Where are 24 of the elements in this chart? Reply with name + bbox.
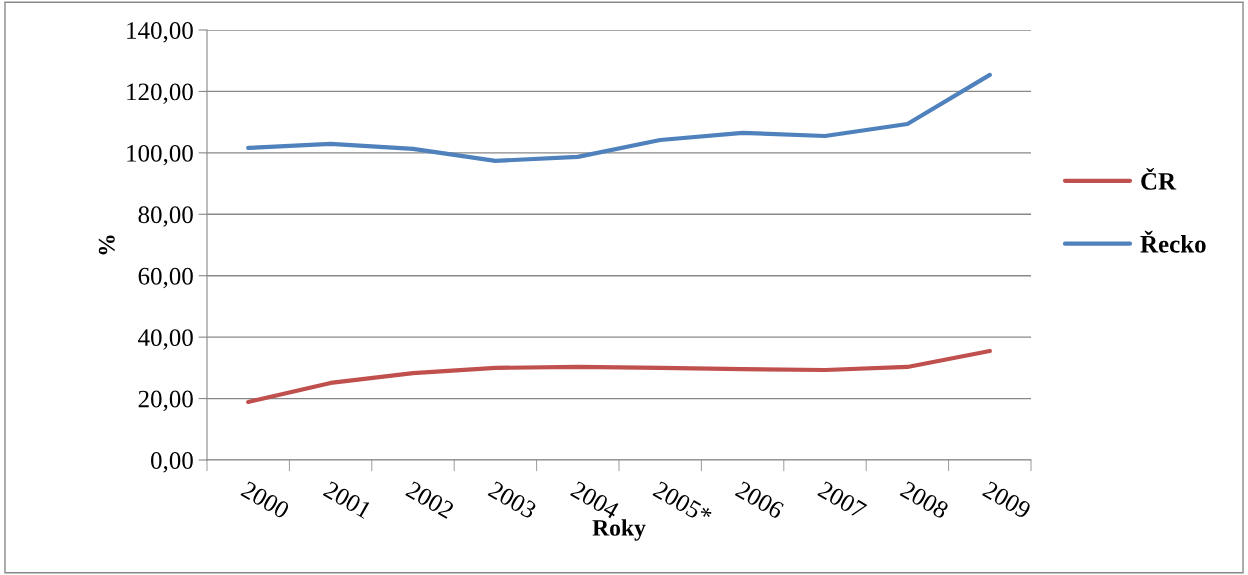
legend-label: ČR xyxy=(1141,167,1177,190)
x-tick-label: 2009 xyxy=(981,480,1032,520)
y-tick-label: 40,00 xyxy=(138,329,193,350)
y-tick-label: 60,00 xyxy=(138,267,193,289)
y-tick-label: 140,00 xyxy=(127,22,193,43)
x-tick-label: 2008 xyxy=(899,480,950,520)
y-tick-label: 100,00 xyxy=(127,144,193,166)
y-axis-title: % xyxy=(98,235,115,255)
x-tick-label: 2001 xyxy=(322,480,373,519)
x-tick-label: 2003 xyxy=(487,480,538,520)
x-tick-label: 2002 xyxy=(405,480,455,519)
x-axis-title: Roky xyxy=(592,519,646,541)
x-tick-label: 2007 xyxy=(817,480,868,520)
x-tick-label: 2004 xyxy=(569,480,621,520)
line-series xyxy=(246,72,992,163)
x-tick-label: 2000 xyxy=(240,480,291,520)
legend-label: Řecko xyxy=(1140,230,1206,253)
x-tick-label: 2006 xyxy=(734,480,785,520)
y-tick-label: 0,00 xyxy=(151,452,193,473)
y-tick-label: 120,00 xyxy=(127,83,193,104)
x-tick-label: 2005* xyxy=(652,480,713,526)
y-tick-label: 80,00 xyxy=(138,206,193,227)
line-series xyxy=(246,348,992,405)
y-tick-label: 20,00 xyxy=(138,390,193,412)
